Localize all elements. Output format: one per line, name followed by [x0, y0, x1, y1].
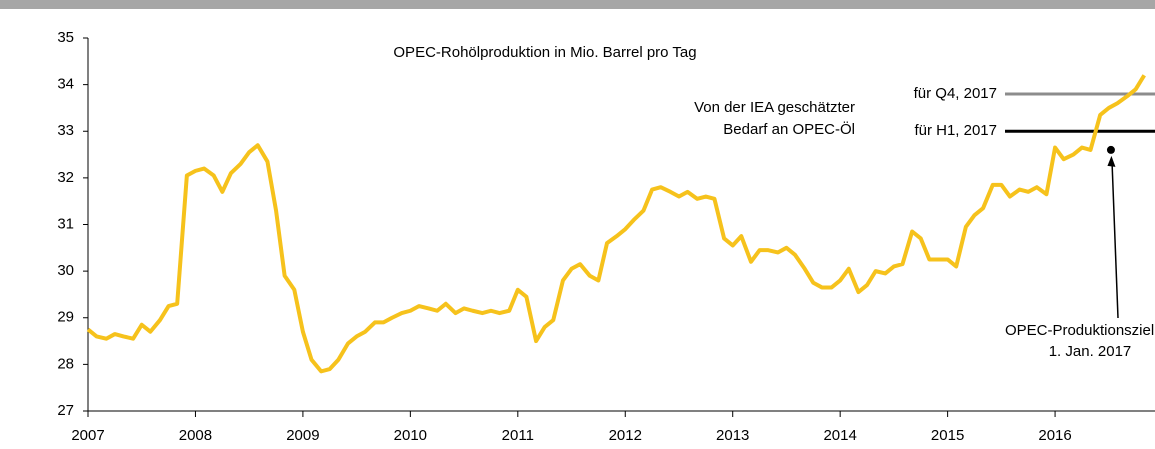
note: Von der IEA geschätzter: [694, 99, 855, 116]
y-tick-label: 30: [57, 262, 74, 279]
x-tick-label: 2014: [823, 427, 856, 444]
x-tick-label: 2016: [1038, 427, 1071, 444]
x-tick-label: 2012: [609, 427, 642, 444]
target-point: [1106, 145, 1115, 154]
y-tick-label: 35: [57, 29, 74, 46]
y-tick-label: 31: [57, 215, 74, 232]
x-tick-label: 2009: [286, 427, 319, 444]
note: Bedarf an OPEC-Öl: [723, 120, 855, 138]
x-tick-label: 2015: [931, 427, 964, 444]
header-bar: [0, 0, 1155, 9]
arrow-shaft: [1111, 159, 1119, 319]
target-label: 1. Jan. 2017: [1049, 343, 1132, 360]
y-tick-label: 28: [57, 355, 74, 372]
y-tick-label: 32: [57, 169, 74, 186]
x-tick-label: 2013: [716, 427, 749, 444]
y-tick-label: 27: [57, 402, 74, 419]
x-tick-label: 2007: [71, 427, 104, 444]
reference-label: für H1, 2017: [914, 122, 997, 139]
arrow-head: [1107, 155, 1116, 167]
line: [86, 74, 1146, 374]
x-tick-label: 2011: [502, 427, 534, 444]
y-tick-label: 34: [57, 76, 74, 93]
y-tick-label: 33: [57, 122, 74, 139]
x-tick-label: 2010: [394, 427, 427, 444]
y-tick-label: 29: [57, 309, 74, 326]
reference-label: für Q4, 2017: [914, 85, 997, 102]
chart-title: OPEC-Rohölproduktion in Mio. Barrel pro …: [393, 44, 696, 61]
x-tick-label: 2008: [179, 427, 212, 444]
target-label: OPEC-Produktionsziel ab: [1005, 322, 1155, 339]
